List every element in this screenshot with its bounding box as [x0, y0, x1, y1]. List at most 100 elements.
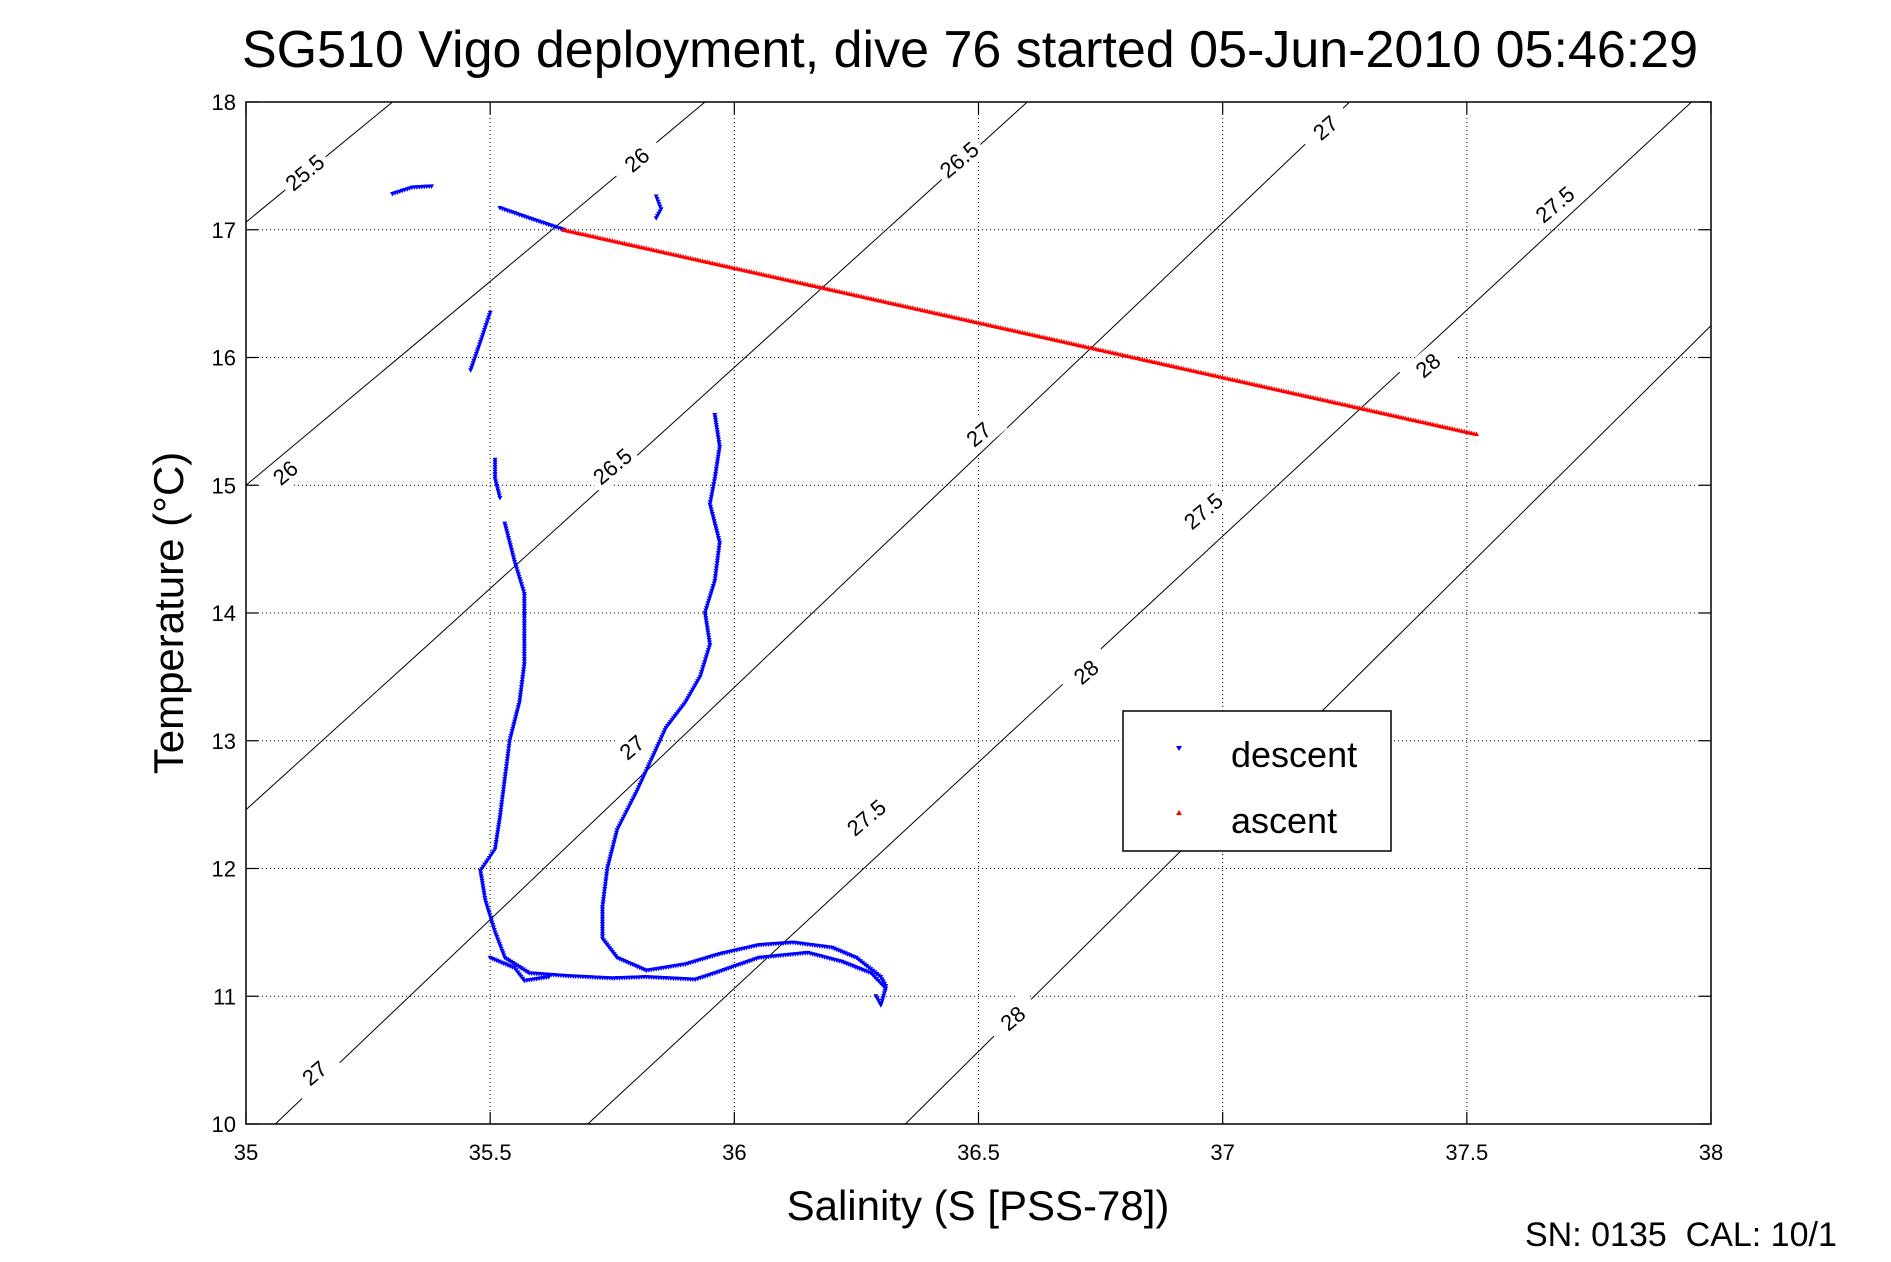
isopycnal-label-bg [285, 1045, 344, 1101]
point-descent [713, 467, 719, 472]
point-descent [491, 927, 497, 933]
point-descent [699, 669, 705, 675]
point-descent [712, 573, 718, 579]
point-descent [702, 613, 708, 618]
point-descent [496, 939, 502, 945]
point-descent [515, 707, 521, 713]
point-descent [508, 545, 514, 551]
point-descent [646, 762, 652, 767]
point-descent [709, 511, 715, 517]
point-descent [521, 601, 527, 607]
point-descent [662, 728, 668, 733]
point-descent [488, 915, 494, 921]
point-descent [602, 881, 608, 887]
point-descent [498, 810, 504, 815]
isopycnal-label-bg [275, 144, 334, 200]
point-descent [510, 552, 516, 558]
point-descent [520, 967, 526, 972]
point-descent [504, 759, 510, 764]
point-descent [708, 504, 714, 510]
point-descent [713, 420, 719, 425]
point-descent [701, 662, 707, 668]
point-descent [640, 776, 646, 781]
point-descent [507, 540, 513, 546]
point-descent [474, 349, 480, 355]
point-descent [702, 660, 708, 665]
point-descent [494, 486, 500, 491]
point-descent [607, 854, 613, 860]
point-descent [704, 603, 710, 609]
point-descent [713, 526, 719, 531]
point-descent [707, 642, 713, 648]
point-descent [521, 623, 527, 629]
footer-serial-cal: SN: 0135 CAL: 10/1 [1525, 1216, 1837, 1254]
point-descent [516, 574, 522, 580]
point-descent [480, 332, 486, 338]
point-descent [716, 538, 722, 543]
point-descent [879, 998, 885, 1003]
point-descent [511, 721, 517, 727]
point-descent [602, 884, 608, 889]
point-descent [521, 604, 527, 609]
point-descent [599, 904, 605, 910]
isopycnal-label-bg [256, 445, 314, 500]
point-descent [504, 756, 510, 762]
point-descent [609, 847, 615, 852]
point-descent [704, 623, 710, 628]
point-descent [601, 892, 607, 897]
point-descent [517, 577, 523, 582]
point-descent [599, 919, 605, 925]
point-descent [717, 444, 723, 450]
point-descent [521, 656, 527, 662]
point-descent [705, 650, 711, 655]
point-descent [503, 769, 509, 774]
point-descent [546, 975, 552, 980]
point-descent [615, 825, 621, 831]
point-descent [715, 435, 721, 440]
point-descent [599, 907, 605, 912]
isopycnal-label-bg [1174, 483, 1233, 539]
point-descent [485, 908, 491, 913]
point-descent [604, 869, 610, 874]
point-descent [712, 523, 718, 529]
point-descent [521, 589, 527, 594]
isopycnal-label-bg [837, 789, 896, 845]
point-descent [516, 700, 522, 705]
point-descent [473, 354, 479, 359]
point-descent [481, 893, 487, 899]
point-descent [521, 611, 527, 616]
point-descent [521, 646, 527, 652]
point-descent [492, 464, 498, 470]
x-axis-label: Salinity (S [PSS-78]) [787, 1182, 1170, 1229]
point-descent [629, 798, 635, 804]
point-descent [714, 430, 720, 435]
point-descent [606, 859, 612, 864]
point-descent [616, 823, 622, 829]
y-tick-label: 12 [212, 857, 236, 882]
point-descent [633, 792, 639, 797]
y-tick-label: 13 [212, 729, 236, 754]
y-tick-label: 18 [212, 90, 236, 115]
point-descent [494, 935, 500, 940]
point-descent [883, 986, 889, 992]
point-descent [503, 526, 509, 531]
point-descent [707, 502, 713, 507]
point-descent [880, 996, 886, 1001]
point-descent [714, 528, 720, 534]
point-descent [601, 894, 607, 900]
point-descent [497, 944, 503, 949]
point-descent [501, 779, 507, 785]
point-descent [492, 457, 498, 463]
point-descent [649, 755, 655, 761]
point-descent [716, 543, 722, 548]
isopycnal-label-bg [607, 132, 666, 187]
point-descent [599, 917, 605, 922]
point-descent [480, 886, 486, 891]
point-descent [521, 636, 527, 642]
point-descent [506, 958, 512, 963]
point-descent [714, 462, 720, 467]
x-tick-label: 35.5 [469, 1140, 512, 1165]
point-descent [498, 807, 504, 813]
legend-marker-descent [1176, 746, 1182, 751]
